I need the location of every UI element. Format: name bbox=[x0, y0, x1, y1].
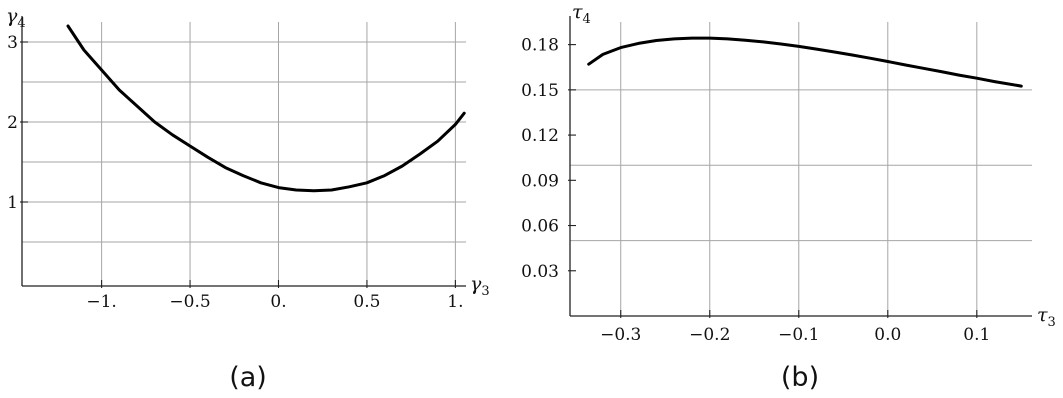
chart-b-y-tick-label: 0.12 bbox=[521, 126, 559, 146]
chart-b-x-tick-label: 0.0 bbox=[874, 325, 901, 345]
caption-b: (b) bbox=[781, 362, 819, 393]
caption-a: (a) bbox=[229, 362, 267, 393]
chart-b: τ4 τ3 −0.3 −0.2 −0.1 0.0 0.1 0.03 0.06 0.09 0.12… bbox=[521, 1, 1056, 345]
chart-a-y-tick-label: 1 bbox=[7, 193, 18, 213]
chart-a-y-tick-label: 2 bbox=[7, 113, 18, 133]
chart-b-y-tick-label: 0.15 bbox=[521, 81, 559, 101]
chart-b-x-tick-label: −0.2 bbox=[689, 325, 730, 345]
chart-b-y-tick-label: 0.09 bbox=[521, 171, 559, 191]
chart-a-y-axis-label: γ4 bbox=[6, 5, 26, 31]
chart-a-x-tick-label: 1. bbox=[447, 292, 463, 312]
chart-a-x-tick-label: 0.5 bbox=[353, 292, 380, 312]
chart-b-x-tick-label: −0.3 bbox=[600, 325, 641, 345]
chart-a-x-axis-label: γ3 bbox=[470, 273, 490, 299]
chart-b-y-tick-label: 0.06 bbox=[521, 217, 559, 237]
chart-b-x-tick-label: −0.1 bbox=[778, 325, 819, 345]
chart-b-x-tick-label: 0.1 bbox=[963, 325, 990, 345]
chart-b-series-line bbox=[587, 36, 1023, 88]
chart-a-x-tick-label: 0. bbox=[270, 292, 286, 312]
chart-a-series-line bbox=[66, 24, 466, 193]
chart-a-y-tick-label: 3 bbox=[7, 33, 18, 53]
chart-b-y-tick-label: 0.03 bbox=[521, 262, 559, 282]
chart-a: γ4 γ3 −1. −0.5 0. 0.5 1. 1 2 3 bbox=[6, 5, 490, 312]
chart-b-y-tick-label: 0.18 bbox=[521, 36, 559, 56]
chart-a-x-tick-label: −0.5 bbox=[169, 292, 210, 312]
chart-b-x-axis-label: τ3 bbox=[1037, 304, 1056, 330]
chart-a-x-tick-label: −1. bbox=[86, 292, 116, 312]
chart-b-y-axis-label: τ4 bbox=[572, 1, 591, 27]
